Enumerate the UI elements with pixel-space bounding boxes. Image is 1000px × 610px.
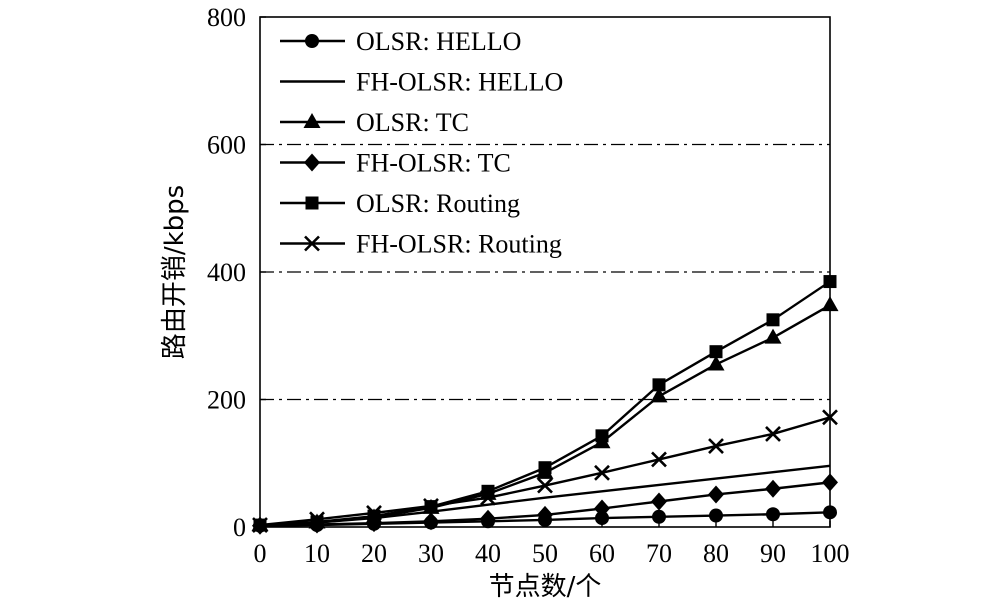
- axis-ticks: 0 10 20 30 40 50 60 70 80 90 100 0 200 400 600 800: [207, 3, 850, 568]
- x-tick-label: 40: [475, 539, 501, 568]
- data-point-olsr-hello: [766, 507, 780, 522]
- x-tick-label: 100: [811, 539, 850, 568]
- data-point-fh-olsr-tc: [822, 473, 838, 492]
- x-tick-label: 70: [646, 539, 672, 568]
- legend-marker: [303, 113, 321, 128]
- legend: OLSR: HELLO FH-OLSR: HELLO OLSR: TC FH-OLSR…: [280, 27, 563, 259]
- legend-item-olsr-tc: OLSR: TC: [280, 108, 469, 137]
- legend-item-fh-olsr-routing: FH-OLSR: Routing: [280, 230, 562, 259]
- y-tick-label: 800: [207, 3, 246, 32]
- legend-label: FH-OLSR: HELLO: [356, 68, 563, 97]
- legend-item-olsr-hello: OLSR: HELLO: [280, 27, 521, 56]
- x-tick-label: 90: [760, 539, 786, 568]
- data-point-fh-olsr-routing: [651, 451, 667, 468]
- data-point-olsr-hello: [595, 511, 609, 526]
- data-point-fh-olsr-tc: [708, 485, 724, 504]
- x-tick-label: 30: [418, 539, 444, 568]
- legend-marker: [304, 235, 320, 252]
- data-point-fh-olsr-tc: [594, 499, 610, 518]
- data-point-olsr-hello: [823, 505, 837, 520]
- legend-item-fh-olsr-hello: FH-OLSR: HELLO: [280, 68, 563, 97]
- data-point-olsr-tc: [707, 355, 725, 371]
- legend-marker: [305, 196, 319, 210]
- data-point-fh-olsr-routing: [366, 505, 382, 521]
- data-point-olsr-hello: [652, 509, 666, 524]
- y-axis-title: 路由开销/kbps: [160, 185, 190, 359]
- y-tick-label: 200: [207, 386, 246, 415]
- x-tick-label: 0: [254, 539, 267, 568]
- data-point-olsr-tc: [764, 328, 782, 344]
- series-line-olsr-routing: [259, 280, 831, 527]
- legend-label: OLSR: Routing: [356, 189, 520, 218]
- data-point-fh-olsr-routing: [594, 464, 610, 481]
- legend-item-olsr-routing: OLSR: Routing: [280, 189, 520, 218]
- data-point-olsr-routing: [652, 378, 666, 392]
- data-point-olsr-routing: [538, 461, 552, 475]
- y-tick-label: 0: [233, 513, 246, 542]
- data-point-fh-olsr-routing: [537, 477, 553, 494]
- y-tick-label: 600: [207, 131, 246, 160]
- data-point-olsr-routing: [823, 275, 837, 289]
- x-tick-label: 10: [304, 539, 330, 568]
- data-point-olsr-routing: [310, 515, 324, 529]
- data-point-fh-olsr-tc: [765, 479, 781, 498]
- data-point-fh-olsr-routing: [822, 409, 838, 426]
- data-point-olsr-tc: [650, 387, 668, 403]
- data-point-fh-olsr-routing: [309, 511, 325, 528]
- legend-label: FH-OLSR: Routing: [356, 230, 562, 259]
- data-point-fh-olsr-tc: [480, 509, 496, 528]
- data-point-olsr-routing: [595, 429, 609, 443]
- legend-item-fh-olsr-tc: FH-OLSR: TC: [280, 149, 511, 178]
- data-point-olsr-routing: [709, 345, 723, 359]
- x-tick-label: 60: [589, 539, 615, 568]
- legend-label: FH-OLSR: TC: [356, 149, 511, 178]
- x-axis-title: 节点数/个: [489, 572, 602, 602]
- x-tick-label: 50: [532, 539, 558, 568]
- legend-label: OLSR: TC: [356, 108, 469, 137]
- data-point-fh-olsr-routing: [480, 489, 496, 506]
- data-point-olsr-tc: [821, 296, 839, 312]
- x-tick-label: 20: [361, 539, 387, 568]
- data-point-fh-olsr-tc: [423, 512, 439, 531]
- data-point-fh-olsr-routing: [423, 498, 439, 514]
- data-point-olsr-hello: [709, 508, 723, 523]
- gridlines: [260, 143, 830, 401]
- data-point-fh-olsr-routing: [252, 517, 268, 534]
- series-olsr-routing: [253, 275, 837, 532]
- series-fh-olsr-routing: [252, 409, 838, 534]
- data-point-fh-olsr-routing: [765, 426, 781, 442]
- legend-marker: [304, 153, 320, 172]
- legend-marker: [305, 34, 319, 48]
- x-tick-label: 80: [703, 539, 729, 568]
- series-lines: [251, 275, 839, 535]
- y-tick-label: 400: [207, 258, 246, 287]
- data-point-olsr-routing: [766, 313, 780, 327]
- legend-label: OLSR: HELLO: [356, 27, 521, 56]
- data-point-fh-olsr-tc: [651, 492, 667, 511]
- data-point-fh-olsr-tc: [537, 505, 553, 524]
- data-point-fh-olsr-routing: [708, 438, 724, 454]
